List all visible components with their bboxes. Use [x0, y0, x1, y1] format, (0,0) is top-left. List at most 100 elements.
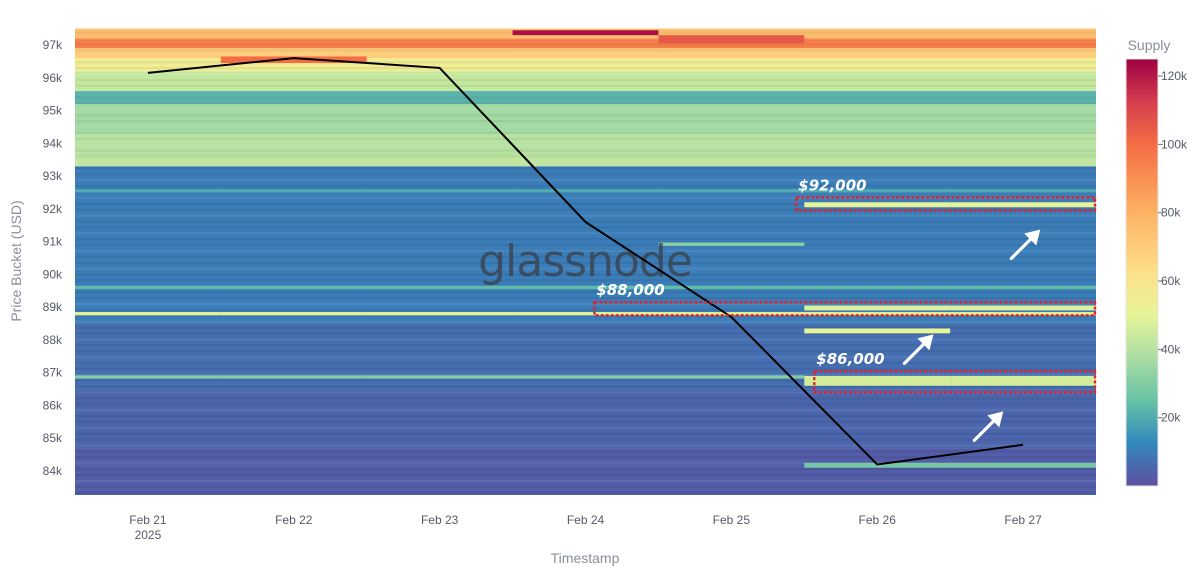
x-axis-title: Timestamp: [551, 550, 620, 566]
y-tick-label: 94k: [43, 136, 63, 150]
heatmap-texture: [75, 491, 1096, 494]
heatmap-cell: [950, 375, 1096, 386]
heatmap-texture: [75, 385, 1096, 388]
heatmap-texture: [75, 361, 1096, 365]
heatmap-texture: [75, 367, 1096, 371]
heatmap-cell: [658, 189, 805, 193]
heatmap-cell: [366, 285, 513, 290]
colorbar-tick-label: 60k: [1161, 274, 1181, 288]
heatmap-texture: [75, 338, 1096, 341]
heatmap-texture: [75, 96, 1096, 99]
heatmap-cell: [366, 375, 513, 379]
heatmap-texture: [75, 161, 1096, 164]
heatmap-band: [75, 133, 1096, 157]
heatmap-texture: [75, 456, 1096, 459]
heatmap-cell: [804, 285, 951, 290]
y-tick-label: 84k: [43, 464, 63, 478]
heatmap-cell: [512, 30, 659, 36]
heatmap-texture: [75, 414, 1096, 418]
heatmap-texture: [75, 78, 1096, 82]
heatmap-cell: [658, 375, 805, 379]
heatmap-texture: [75, 243, 1096, 247]
heatmap-texture: [75, 409, 1096, 412]
heatmap-texture: [75, 167, 1096, 170]
annotation-arrow: [902, 339, 929, 365]
heatmap-texture: [75, 255, 1096, 258]
heatmap-cell: [804, 305, 951, 311]
x-tick-label: Feb 22: [275, 513, 313, 527]
heatmap-texture: [75, 426, 1096, 430]
heatmap-texture: [75, 72, 1096, 76]
heatmap-texture: [75, 196, 1096, 200]
heatmap-cell: [950, 305, 1096, 311]
x-tick-label: Feb 27: [1004, 513, 1042, 527]
heatmap-texture: [75, 55, 1096, 58]
price-line: [147, 57, 1024, 466]
colorbar-tick-label: 20k: [1161, 411, 1181, 425]
heatmap-cell: [512, 285, 659, 290]
y-axis-title: Price Bucket (USD): [8, 200, 24, 321]
heatmap-cell: [804, 189, 951, 193]
heatmap-texture: [75, 267, 1096, 270]
heatmap-cell: [75, 312, 221, 316]
y-tick-label: 87k: [43, 366, 63, 380]
heatmap-texture: [75, 420, 1096, 424]
heatmap-band: [75, 48, 1096, 59]
heatmap-texture: [75, 137, 1096, 141]
annotation-arrowhead: [917, 334, 934, 351]
heatmap-texture: [75, 179, 1096, 182]
heatmap-texture: [75, 143, 1096, 146]
y-tick-label: 89k: [43, 300, 63, 314]
x-tick-label: Feb 23: [421, 513, 459, 527]
annotation-box: [795, 196, 1097, 212]
heatmap-cell: [220, 375, 367, 379]
colorbar-legend: Supply 20k 40k 60k 80k 100k 120k: [1125, 37, 1188, 487]
annotation-box: [593, 301, 1097, 317]
watermark-text: glassnode: [478, 236, 692, 287]
heatmap-texture: [75, 114, 1096, 117]
heatmap-texture: [75, 473, 1096, 477]
heatmap-texture: [75, 90, 1096, 93]
heatmap-texture: [75, 184, 1096, 188]
heatmap-band: [75, 156, 1096, 167]
heatmap-texture: [75, 125, 1096, 129]
heatmap-texture: [75, 332, 1096, 335]
x-axis: Feb 21 Feb 22 Feb 23 Feb 24 Feb 25 Feb 26 Feb …: [129, 513, 1042, 542]
heatmap-texture: [75, 149, 1096, 152]
heatmap-cell: [950, 312, 1096, 316]
heatmap-texture: [75, 232, 1096, 235]
heatmap-texture: [75, 403, 1096, 406]
y-tick-label: 95k: [43, 104, 63, 118]
colorbar-gradient: [1125, 58, 1159, 487]
heatmap-cell: [75, 285, 221, 290]
heatmap-texture: [75, 391, 1096, 394]
heatmap-cell: [512, 189, 659, 193]
heatmap-texture: [75, 296, 1096, 300]
heatmap-texture: [75, 66, 1096, 70]
heatmap-texture: [75, 344, 1096, 347]
heatmap-texture: [75, 84, 1096, 87]
y-tick-label: 96k: [43, 71, 63, 85]
heatmap-texture: [75, 379, 1096, 382]
heatmap-cell: [512, 312, 659, 316]
heatmap-cell: [950, 285, 1096, 290]
heatmap-texture: [75, 462, 1096, 465]
heatmap-cell: [220, 56, 367, 64]
colorbar-tick-label: 100k: [1161, 137, 1188, 151]
price-line-path: [147, 57, 1024, 466]
heatmap-cell: [658, 35, 805, 44]
heatmap-texture: [75, 120, 1096, 123]
heatmap-texture: [75, 249, 1096, 253]
heatmap-texture: [75, 479, 1096, 483]
y-tick-label: 91k: [43, 235, 63, 249]
y-tick-label: 85k: [43, 431, 63, 445]
colorbar-tick-label: 80k: [1161, 206, 1181, 220]
heatmap-texture: [75, 261, 1096, 264]
heatmap-cell: [366, 189, 513, 193]
annotation-label: $92,000: [798, 176, 866, 194]
heatmap-texture: [75, 308, 1096, 312]
annotation-label: $88,000: [596, 281, 664, 299]
heatmap-cell: [658, 242, 805, 246]
heatmap-texture: [75, 61, 1096, 64]
